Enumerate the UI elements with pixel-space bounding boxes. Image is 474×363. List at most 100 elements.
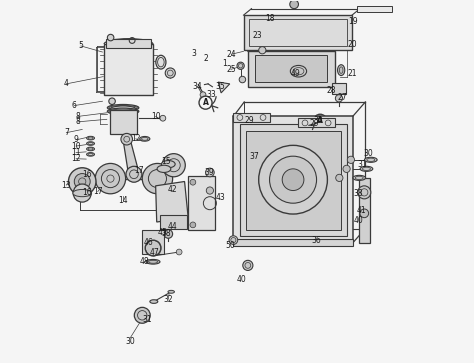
Circle shape xyxy=(109,98,115,105)
Circle shape xyxy=(259,145,328,214)
Ellipse shape xyxy=(168,290,174,293)
Text: A: A xyxy=(202,98,209,107)
Polygon shape xyxy=(123,140,139,174)
Ellipse shape xyxy=(108,108,139,115)
Circle shape xyxy=(165,68,175,78)
Text: 10: 10 xyxy=(71,142,81,151)
Ellipse shape xyxy=(291,65,307,77)
Text: 39: 39 xyxy=(204,168,214,177)
Polygon shape xyxy=(218,82,230,93)
Circle shape xyxy=(121,134,133,145)
Circle shape xyxy=(199,96,212,109)
Text: 50: 50 xyxy=(226,241,236,250)
Text: 29: 29 xyxy=(244,115,254,125)
Text: 30: 30 xyxy=(126,337,135,346)
Circle shape xyxy=(162,154,185,177)
Ellipse shape xyxy=(150,300,158,303)
Text: 45: 45 xyxy=(158,228,168,237)
Text: 12: 12 xyxy=(71,154,81,163)
Text: 48: 48 xyxy=(140,257,150,266)
Text: 9: 9 xyxy=(73,135,79,144)
Circle shape xyxy=(134,307,150,323)
Text: 46: 46 xyxy=(144,238,153,247)
Text: 27: 27 xyxy=(338,93,347,102)
Text: 2: 2 xyxy=(204,54,209,63)
Text: 41: 41 xyxy=(357,206,366,215)
Text: 47: 47 xyxy=(150,248,159,257)
Polygon shape xyxy=(155,182,188,222)
Bar xyxy=(246,131,341,230)
Circle shape xyxy=(190,222,196,228)
Bar xyxy=(249,19,346,46)
Text: 42: 42 xyxy=(168,185,177,194)
Circle shape xyxy=(336,95,343,102)
Ellipse shape xyxy=(365,157,377,162)
Text: 7: 7 xyxy=(64,128,69,137)
Text: 37: 37 xyxy=(249,152,259,161)
Circle shape xyxy=(95,163,126,194)
Circle shape xyxy=(270,156,317,203)
Circle shape xyxy=(336,174,343,182)
Text: A: A xyxy=(317,116,323,125)
Text: 16: 16 xyxy=(82,170,92,179)
Text: 20: 20 xyxy=(348,40,357,49)
Polygon shape xyxy=(233,117,353,243)
Bar xyxy=(233,113,270,122)
Text: 40: 40 xyxy=(237,276,246,284)
Circle shape xyxy=(206,187,213,194)
Bar xyxy=(106,39,151,48)
Circle shape xyxy=(237,62,244,69)
Circle shape xyxy=(142,163,173,194)
Ellipse shape xyxy=(140,136,150,141)
Text: 8: 8 xyxy=(75,117,80,126)
Ellipse shape xyxy=(353,175,365,180)
Text: 29: 29 xyxy=(309,119,319,128)
Circle shape xyxy=(145,240,161,256)
Text: 28: 28 xyxy=(327,86,337,95)
Circle shape xyxy=(360,209,369,218)
Polygon shape xyxy=(357,6,392,12)
Circle shape xyxy=(160,115,166,121)
Circle shape xyxy=(282,169,304,191)
Ellipse shape xyxy=(87,152,94,156)
Text: 31: 31 xyxy=(357,160,366,169)
Text: 1: 1 xyxy=(222,60,227,69)
Bar xyxy=(109,110,137,134)
Bar xyxy=(332,83,346,94)
Bar xyxy=(104,44,153,95)
Ellipse shape xyxy=(337,65,345,76)
Circle shape xyxy=(259,46,266,54)
Text: 17: 17 xyxy=(135,166,144,175)
Bar xyxy=(299,118,335,127)
Circle shape xyxy=(200,92,206,98)
Ellipse shape xyxy=(87,147,94,151)
Text: 36: 36 xyxy=(311,236,321,245)
Text: 3: 3 xyxy=(191,49,196,58)
Circle shape xyxy=(229,236,238,244)
Ellipse shape xyxy=(73,189,91,197)
Text: 8: 8 xyxy=(75,112,80,121)
Bar xyxy=(359,178,370,243)
Ellipse shape xyxy=(108,105,139,111)
Text: 34: 34 xyxy=(192,82,202,91)
Circle shape xyxy=(176,249,182,255)
Circle shape xyxy=(358,186,371,199)
Bar xyxy=(188,176,215,230)
Circle shape xyxy=(343,165,350,172)
Text: 16: 16 xyxy=(82,188,92,197)
Text: 38: 38 xyxy=(353,188,363,197)
Text: 32: 32 xyxy=(164,294,173,303)
Text: 35: 35 xyxy=(216,82,226,91)
Circle shape xyxy=(239,76,246,83)
Circle shape xyxy=(314,114,327,127)
Text: 38: 38 xyxy=(162,229,171,238)
Ellipse shape xyxy=(360,166,373,171)
Text: 21: 21 xyxy=(348,69,357,78)
Text: 4: 4 xyxy=(64,79,69,88)
Text: 12: 12 xyxy=(131,134,140,143)
Bar xyxy=(255,55,328,82)
Ellipse shape xyxy=(156,55,166,69)
Circle shape xyxy=(74,174,90,189)
Polygon shape xyxy=(248,51,335,87)
Polygon shape xyxy=(244,15,352,49)
